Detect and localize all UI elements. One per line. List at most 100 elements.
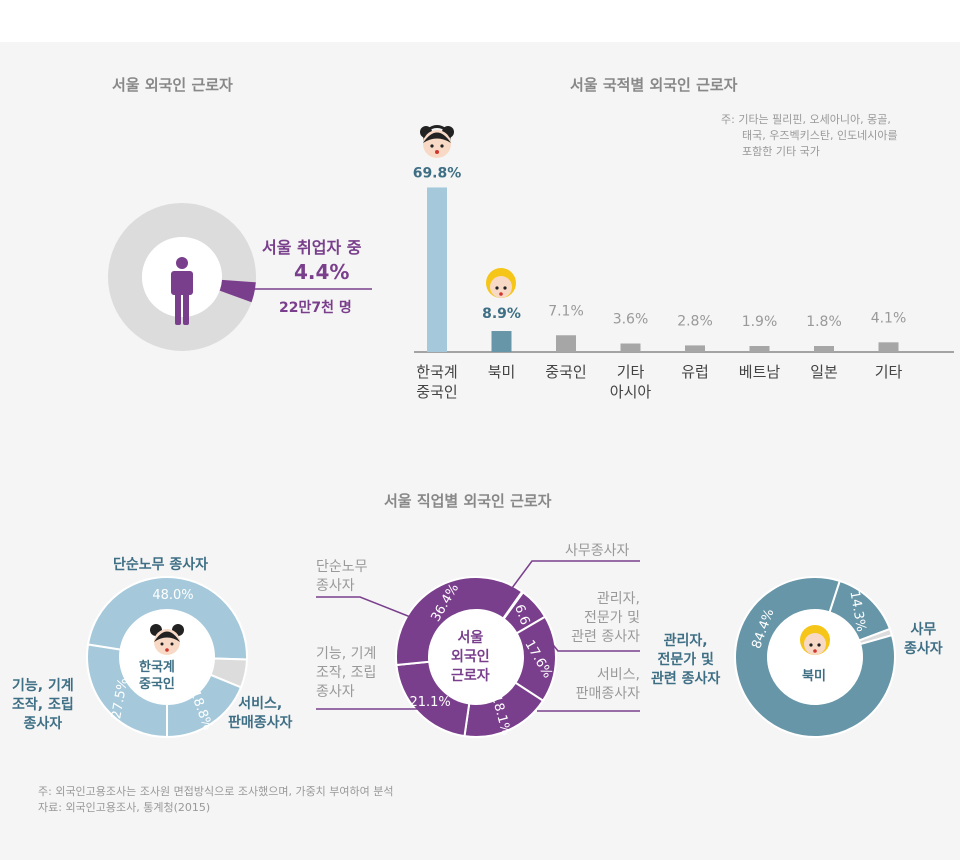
bar-category-label: 아시아 [610, 383, 652, 401]
label-line: 전문가 및 [657, 652, 714, 668]
label-line: 종사자 [23, 716, 63, 732]
label-line: 종사자 [316, 578, 355, 594]
mid-center-label: 서울 외국인 근로자 [451, 629, 490, 686]
leader-lines [316, 560, 640, 712]
right-center-label: 북미 [802, 669, 826, 684]
bar-value-label: 2.8% [677, 313, 713, 329]
mid-label-service: 서비스, 판매종사자 [563, 666, 640, 704]
share-donut-slice [219, 279, 256, 303]
donut-slice [734, 576, 896, 738]
label-line: 기능, 기계 [316, 646, 377, 662]
donut-value-label: 21.1% [409, 695, 450, 710]
right-label-manager: 관리자, 전문가 및 관련 종사자 [651, 632, 720, 689]
donut-remainder [501, 590, 525, 621]
label-line: 판매종사자 [575, 686, 640, 702]
bar [620, 343, 641, 352]
label-line: 사무 [910, 622, 937, 638]
label-line: 기능, 기계 [12, 678, 74, 694]
donut-value-label: 48.0% [152, 588, 193, 603]
label-line: 서비스, [238, 696, 283, 712]
bar-category-label: 일본 [810, 363, 838, 381]
bar [491, 331, 512, 352]
label-line: 조작, 조립 [316, 665, 377, 681]
left-center-label: 한국계 중국인 [139, 659, 175, 693]
label-line: 중국인 [139, 677, 175, 692]
occupation-donut-charts: 48.0%18.8%27.5% 6.617.6%18.1%21.1%36.4% … [86, 560, 896, 739]
donut-hole [430, 611, 522, 703]
bar-category-label: 중국인 [416, 383, 457, 401]
label-line: 종사자 [316, 684, 355, 700]
label-line: 관련 종사자 [571, 629, 640, 645]
blonde-face-icon [486, 268, 516, 298]
section-title-nationality: 서울 국적별 외국인 근로자 [570, 76, 738, 94]
right-label-office: 사무 종사자 [904, 621, 943, 659]
donut-hole [121, 611, 213, 703]
label-line: 조작, 조립 [12, 697, 74, 713]
bar [556, 335, 576, 352]
label-line: 종사자 [904, 641, 943, 657]
share-label-percent: 4.4% [294, 260, 350, 284]
label-line: 관련 종사자 [651, 671, 721, 687]
label-line: 단순노무 [316, 559, 368, 575]
blonde-face-icon [800, 625, 830, 655]
label-line: 서울 [457, 630, 484, 646]
donut-value-label: 6.6 [511, 603, 532, 628]
nationality-bar-chart: 69.8%한국계중국인8.9%북미7.1%중국인3.6%기타아시아2.8%유럽1… [413, 125, 954, 401]
bar-value-label: 1.8% [806, 314, 842, 330]
bar [878, 342, 899, 352]
share-donut-chart [108, 203, 372, 351]
girl-face-icon [420, 125, 454, 158]
bar-value-label: 3.6% [613, 312, 649, 328]
bar [749, 346, 770, 352]
donut-value-label: 14.3% [846, 590, 868, 633]
donut-slice [395, 576, 524, 667]
section-title-seoul-workers: 서울 외국인 근로자 [112, 76, 233, 94]
label-line: 관리자, [663, 633, 708, 649]
left-label-service: 서비스, 판매종사자 [228, 695, 292, 733]
bar [685, 345, 705, 352]
label-line: 한국계 [139, 660, 175, 675]
mid-label-office: 사무종사자 [565, 543, 630, 559]
nationality-note-line: 포함한 기타 국가 [742, 145, 820, 158]
bar-value-label: 8.9% [482, 306, 521, 322]
mid-label-tech: 기능, 기계 조작, 조립 종사자 [316, 645, 376, 702]
nationality-note: 주: 기타는 필리핀, 오세아니아, 몽골, 태국, 우즈벡키스탄, 인도네시아… [721, 112, 898, 160]
label-line: 전문가 및 [584, 610, 640, 626]
section-title-occupation: 서울 직업별 외국인 근로자 [384, 492, 552, 510]
nationality-note-line: 주: 기타는 필리핀, 오세아니아, 몽골, [721, 113, 891, 126]
left-label-simple-labor: 단순노무 종사자 [113, 557, 209, 573]
share-label-count: 22만7천 명 [279, 300, 352, 316]
footer-note: 주: 외국인고용조사는 조사원 면접방식으로 조사했으며, 가중치 부여하여 분… [38, 785, 394, 798]
label-line: 판매종사자 [228, 715, 293, 731]
bar-category-label: 북미 [488, 363, 516, 381]
bar-value-label: 69.8% [413, 165, 462, 181]
bar [427, 187, 447, 352]
person-icon [171, 257, 193, 325]
label-line: 근로자 [451, 668, 490, 684]
share-label-line1: 서울 취업자 중 [262, 238, 362, 257]
bar-category-label: 유럽 [681, 363, 709, 381]
bar [814, 346, 834, 352]
girl-face-icon [150, 624, 184, 655]
donut-hole [769, 611, 861, 703]
label-line: 관리자, [596, 591, 640, 607]
footer-source: 자료: 외국인고용조사, 통계청(2015) [38, 801, 211, 814]
donut-slice [86, 643, 168, 739]
mid-label-manager: 관리자, 전문가 및 관련 종사자 [561, 590, 640, 647]
footer: 주: 외국인고용조사는 조사원 면접방식으로 조사했으며, 가중치 부여하여 분… [38, 784, 394, 816]
bar-category-label: 기타 [617, 363, 645, 381]
bar-category-label: 베트남 [739, 363, 781, 381]
label-line: 외국인 [451, 649, 490, 665]
bar-category-label: 중국인 [545, 363, 586, 381]
share-donut-ring [108, 203, 256, 351]
bar-value-label: 4.1% [871, 310, 907, 326]
mid-label-simple-labor: 단순노무 종사자 [316, 558, 368, 596]
left-label-tech: 기능, 기계 조작, 조립 종사자 [12, 677, 74, 734]
bar-category-label: 기타 [875, 363, 903, 381]
bar-category-label: 한국계 [416, 363, 457, 381]
label-line: 서비스, [596, 667, 640, 683]
donut-value-label: 27.5% [109, 677, 131, 720]
nationality-note-line: 태국, 우즈벡키스탄, 인도네시아를 [742, 129, 898, 142]
bar-value-label: 1.9% [742, 314, 778, 330]
donut-slice [86, 576, 248, 661]
